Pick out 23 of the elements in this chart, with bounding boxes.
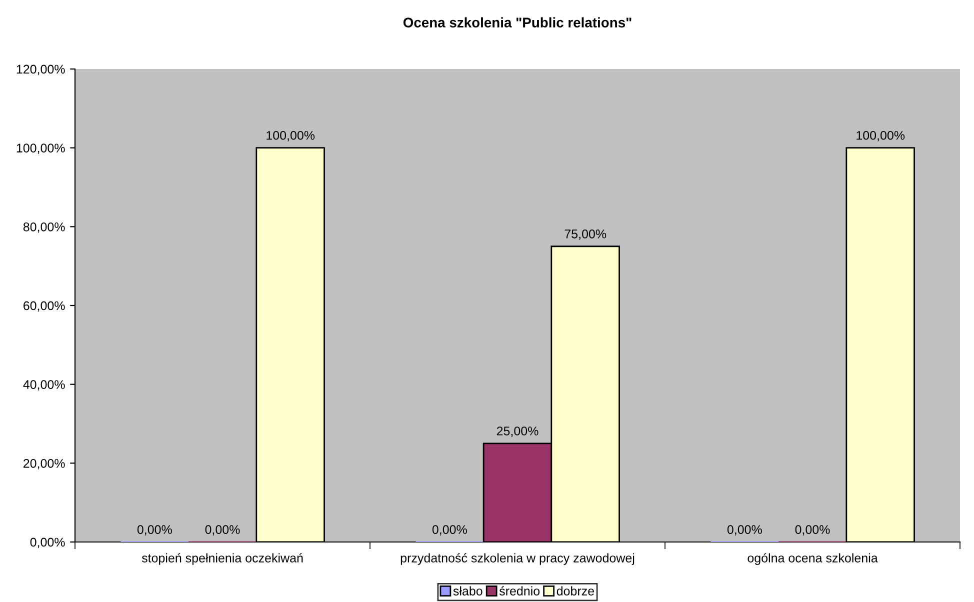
legend-label: dobrze: [556, 586, 594, 596]
legend-label: średnio: [499, 586, 540, 596]
x-tick-label: przydatność szkolenia w pracy zawodowej: [400, 553, 634, 565]
y-tick-label: 40,00%: [23, 380, 65, 390]
legend-label: słabo: [453, 586, 482, 596]
y-tick-label: 80,00%: [23, 222, 65, 233]
data-label: 0,00%: [795, 525, 830, 536]
data-label: 0,00%: [205, 525, 240, 536]
chart-title: Ocena szkolenia "Public relations": [403, 17, 632, 28]
data-label: 0,00%: [727, 525, 762, 536]
x-tick-label: stopień spełnienia oczekiwań: [142, 553, 303, 565]
x-tick-label: ogólna ocena szkolenia: [748, 553, 878, 565]
data-label: 75,00%: [564, 229, 606, 240]
data-label: 25,00%: [496, 426, 538, 437]
y-tick-label: 120,00%: [16, 64, 65, 76]
data-label: 100,00%: [266, 130, 315, 142]
y-tick-label: 20,00%: [24, 458, 65, 470]
data-label: 100,00%: [856, 130, 905, 142]
data-label: 0,00%: [432, 525, 467, 536]
y-tick-label: 0,00%: [30, 538, 65, 548]
data-label: 0,00%: [137, 525, 172, 536]
y-tick-label: 100,00%: [16, 144, 65, 154]
y-tick-label: 60,00%: [24, 301, 65, 312]
